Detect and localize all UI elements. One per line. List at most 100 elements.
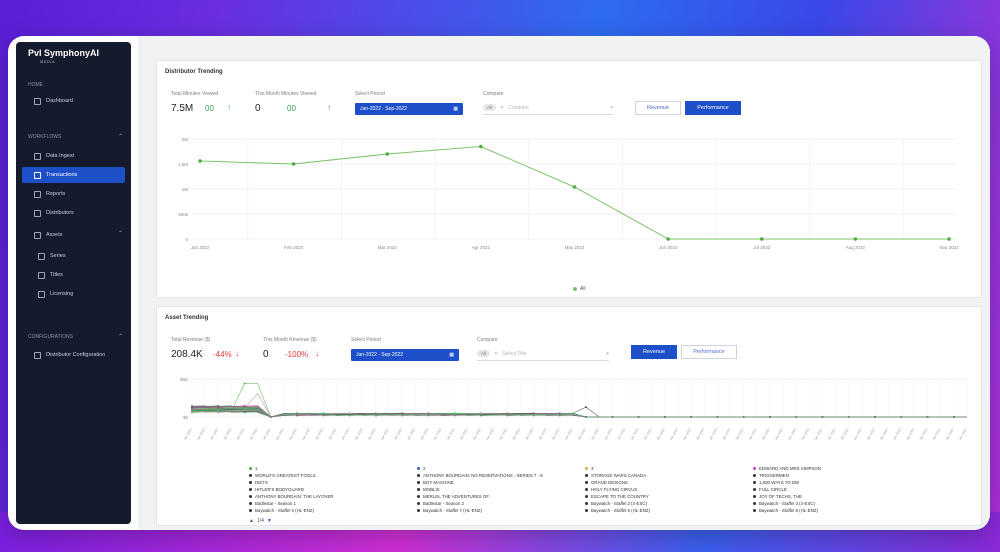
x-tick-label: Jan 2022 [761,427,771,441]
legend-item[interactable]: DIETS [249,479,405,486]
x-tick-label: Jan 2022 [853,427,863,441]
data-point [795,416,798,418]
sidebar-item-assets[interactable]: Assets [22,227,125,243]
x-tick-label: Jan 2022 [735,427,745,441]
legend-label: Baywatch - Staffel 2 (4-ESC) [591,501,648,506]
sidebar-item-distributors[interactable]: Distributors [22,205,125,221]
compare-chip[interactable]: All [477,350,491,357]
close-icon[interactable]: ✕ [494,350,499,357]
legend-label: ANTHONY BOURDAIN: THE LAYOVER [255,494,334,499]
performance-button[interactable]: Performance [681,345,737,359]
legend-item[interactable]: TRIGGERMEN [753,472,909,479]
legend-dot [417,481,420,484]
data-point [291,162,296,166]
legend-dot [753,481,756,484]
data-point [585,416,587,418]
legend-item[interactable]: Baywatch - Staffel 8 (HL-ENZ) [753,507,909,514]
calendar-icon: ▦ [449,352,454,358]
legend-item[interactable]: GRAND DESIGNS [585,479,741,486]
compare-chip[interactable]: All [483,104,497,111]
close-icon[interactable]: ✕ [500,104,505,111]
compare-select[interactable]: All ✕ Compare ▾ [483,101,613,115]
dashboard-icon [34,97,41,105]
x-tick-label: Jan 2022 [787,427,797,441]
metric-label: Compare [483,91,504,97]
arrow-up-icon[interactable]: ▲ [249,518,254,524]
chevron-up-icon[interactable]: ⌃ [117,334,123,340]
revenue-button[interactable]: Revenue [635,101,681,115]
legend-label: 1,000 WAYS TO DIE [759,480,800,485]
legend-item[interactable]: 1 [249,465,405,472]
data-point [348,413,351,416]
legend-item[interactable]: Battlestar - Season 1 [249,500,405,507]
data-point [322,414,325,417]
x-tick-label: Jan 2022 [958,427,968,441]
x-tick-label: Jan 2022 [840,427,850,441]
nav-section-configurations[interactable]: CONFIGURATIONS [28,334,73,340]
arrow-down-icon[interactable]: ▼ [266,518,272,524]
legend-dot [573,287,577,291]
legend-item[interactable]: STORAGE WARS CANADA [585,472,741,479]
data-point [348,412,351,415]
data-point [585,406,587,409]
legend-item[interactable]: ANTHONY BOURDAIN: THE LAYOVER [249,493,405,500]
date-range-picker[interactable]: Jan-2022 - Sep-2022 ▦ [351,349,459,361]
x-tick-label: Jun 2022 [659,245,678,250]
sidebar-item-series[interactable]: Series [22,248,125,264]
legend-item[interactable]: 2 [417,465,573,472]
data-point [243,406,246,409]
data-point [611,416,614,418]
x-tick-label: Jan 2022 [380,427,390,441]
legend-pager[interactable]: ▲ 1/4 ▼ [249,518,272,524]
legend-item[interactable]: HOLY FLYING CIRCUS [585,486,741,493]
legend-item[interactable]: WORLD'S GREATEST FOOLS [249,472,405,479]
legend-item[interactable]: 3 [585,465,741,472]
sidebar-item-data-ingest[interactable]: Data Ingest [22,148,125,164]
performance-button[interactable]: Performance [685,101,741,115]
chevron-up-icon[interactable]: ⌃ [117,134,123,140]
legend-item[interactable]: Baywatch - Staffel 7 (HL-ENZ) [417,507,573,514]
sidebar-item-titles[interactable]: Titles [22,267,125,283]
legend-dot [249,474,252,477]
sidebar-item-distributor-configuration[interactable]: Distributor Configuration [22,347,125,363]
x-tick-label: Jan 2022 [498,427,508,441]
license-icon [38,290,45,298]
legend-label: GRAND DESIGNS [591,480,628,485]
sidebar-item-reports[interactable]: Reports [22,186,125,202]
legend-dot [249,502,252,505]
date-range-picker[interactable]: Jan-2022 - Sep-2022 ▦ [355,103,463,115]
legend-item[interactable]: BOY MACHINE [417,479,573,486]
nav-section-workflows[interactable]: WORKFLOWS [28,134,62,140]
title-select[interactable]: All ✕ Select Title ▾ [477,347,609,361]
sidebar-item-licensing[interactable]: Licensing [22,286,125,302]
legend-item[interactable]: Baywatch - Staffel 3 (4-ESC) [753,500,909,507]
legend-item[interactable]: MERLIN, THE ADVENTURES OF [417,493,573,500]
legend-item[interactable]: JOY OF TECHS, THE [753,493,909,500]
y-tick-label: 0 [185,237,188,242]
data-point [480,412,482,415]
arrow-up-icon: ↑ [227,103,231,112]
legend-item[interactable]: MOBLIS [417,486,573,493]
legend-item[interactable]: All [573,286,586,292]
data-point [427,412,430,415]
legend-item[interactable]: Battlestar - Season 2 [417,500,573,507]
legend-item[interactable]: ANTHONY BOURDAIN: NO RESERVATIONS - SERI… [417,472,573,479]
legend-item[interactable]: Baywatch - Staffel 5 (HL-ENZ) [585,507,741,514]
legend-item[interactable]: ESCAPE TO THE COUNTRY [585,493,741,500]
chevron-up-icon[interactable]: ⌃ [117,231,123,237]
revenue-button[interactable]: Revenue [631,345,677,359]
x-tick-label: Jan 2022 [643,427,653,441]
data-point [952,416,955,418]
legend-item[interactable]: Baywatch - Staffel 2 (4-ESC) [585,500,741,507]
legend-item[interactable]: FULL CIRCLE [753,486,909,493]
legend-item[interactable]: HITLER'S BODYGUARD [249,486,405,493]
sidebar-item-dashboard[interactable]: Dashboard [22,93,125,109]
data-point [558,412,561,415]
legend-item[interactable]: Baywatch - Staffel 6 (HL-ENZ) [249,507,405,514]
legend-label: HITLER'S BODYGUARD [255,487,304,492]
legend-label: HOLY FLYING CIRCUS [591,487,638,492]
legend-item[interactable]: 1,000 WAYS TO DIE [753,479,909,486]
sidebar-item-transactions[interactable]: Transactions [22,167,125,183]
sidebar-item-label: Distributor Configuration [46,352,106,358]
legend-item[interactable]: EDWARD AND MRS SIMPSON [753,465,909,472]
